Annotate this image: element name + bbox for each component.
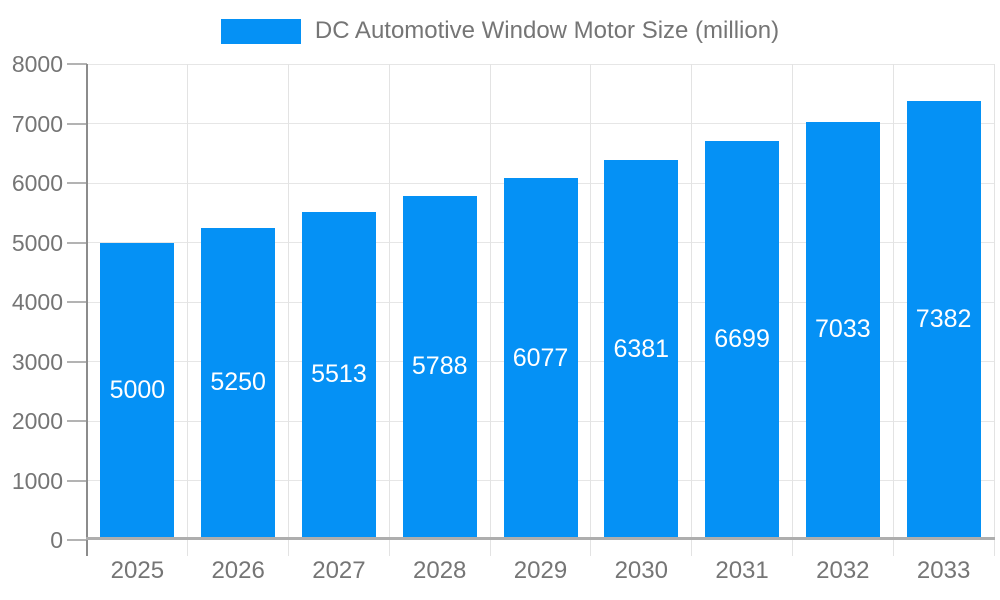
bar[interactable] (906, 100, 981, 537)
bar-value-label: 7382 (915, 304, 972, 333)
legend-swatch (220, 18, 301, 44)
v-gridline (388, 64, 390, 556)
bar-value-label: 5000 (109, 375, 166, 404)
y-axis-label: 2000 (11, 408, 63, 434)
v-gridline (791, 64, 793, 556)
y-axis-label: 7000 (11, 110, 63, 137)
y-gridline (87, 123, 994, 124)
y-axis-label: 8000 (11, 51, 63, 77)
y-tick (67, 539, 87, 541)
y-tick (67, 360, 87, 363)
bar-value-label: 5513 (311, 360, 367, 389)
bar[interactable] (604, 160, 679, 537)
v-gridline (187, 64, 189, 556)
x-axis-label: 2027 (312, 557, 366, 584)
x-axis-label: 2030 (614, 557, 668, 584)
x-axis-label: 2031 (715, 557, 769, 584)
bar-value-label: 5250 (210, 368, 266, 397)
y-tick (67, 479, 87, 482)
y-tick (67, 182, 87, 184)
legend-item[interactable]: DC Automotive Window Motor Size (million… (0, 17, 1000, 45)
x-axis-label: 2029 (513, 557, 568, 584)
v-gridline (590, 64, 592, 556)
y-axis-label: 5000 (11, 229, 63, 256)
x-axis-line (86, 537, 995, 540)
bar[interactable] (402, 195, 477, 537)
bar[interactable] (301, 211, 376, 537)
y-tick (67, 241, 87, 244)
y-axis-line (86, 64, 88, 556)
y-tick (67, 301, 87, 303)
y-axis-label: 0 (50, 527, 63, 553)
v-gridline (691, 64, 693, 556)
y-axis-label: 6000 (11, 170, 63, 196)
v-gridline (288, 64, 290, 556)
x-axis-label: 2033 (916, 557, 971, 584)
y-axis-label: 4000 (11, 289, 63, 315)
x-axis-label: 2026 (211, 557, 265, 584)
x-axis-label: 2028 (413, 557, 467, 584)
y-gridline (87, 63, 994, 65)
v-gridline (489, 64, 491, 556)
x-axis-label: 2025 (110, 557, 165, 584)
bar[interactable] (805, 121, 880, 537)
legend-label: DC Automotive Window Motor Size (million… (314, 17, 780, 44)
v-gridline (892, 64, 894, 556)
x-axis-label: 2032 (816, 557, 870, 584)
v-gridline (993, 64, 995, 556)
bar[interactable] (100, 242, 175, 537)
y-tick (67, 122, 87, 125)
bar[interactable] (705, 141, 780, 537)
bar-value-label: 6077 (512, 343, 569, 372)
y-tick (67, 63, 87, 65)
bar-value-label: 6381 (613, 334, 670, 363)
bar-value-label: 5788 (411, 352, 468, 381)
bar[interactable] (201, 227, 276, 537)
y-axis-label: 3000 (11, 348, 63, 375)
bar-value-label: 6699 (714, 325, 770, 354)
bar[interactable] (503, 178, 578, 537)
bar-value-label: 7033 (815, 315, 871, 344)
y-tick (67, 420, 87, 422)
y-axis-label: 1000 (11, 467, 63, 494)
